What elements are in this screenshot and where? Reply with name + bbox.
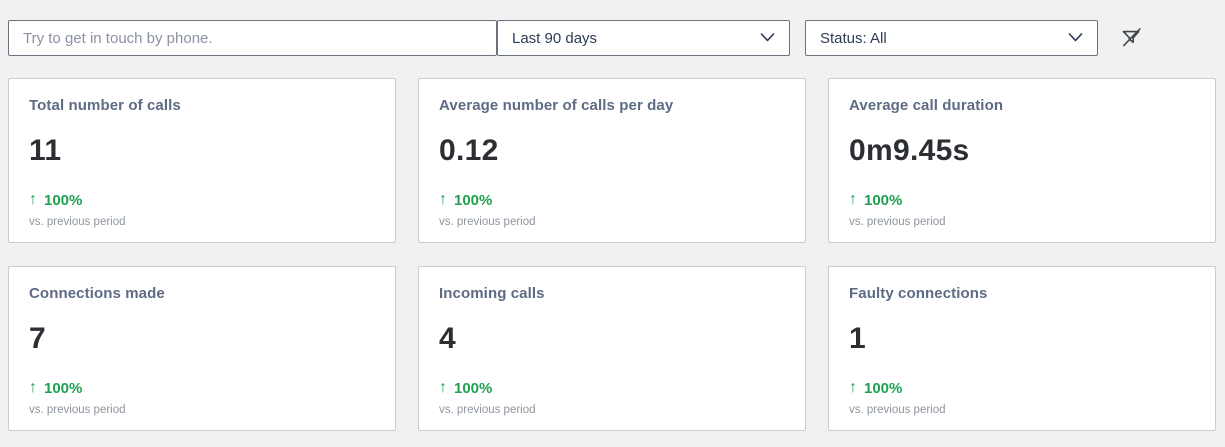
stat-change-value: 100% <box>864 191 903 209</box>
stat-value: 4 <box>439 322 456 355</box>
stat-value: 0.12 <box>439 134 499 167</box>
search-input[interactable] <box>8 20 497 56</box>
stat-change: ↑ 100% <box>849 191 1195 209</box>
stat-value: 0m9.45s <box>849 134 970 167</box>
up-arrow-icon: ↑ <box>849 191 857 208</box>
filter-toolbar: Last 90 days Status: All <box>8 20 1216 56</box>
status-value: Status: All <box>820 29 887 47</box>
stat-compare-label: vs. previous period <box>849 216 946 228</box>
stat-change: ↑ 100% <box>849 379 1195 397</box>
stats-grid: Total number of calls 11 ↑ 100% vs. prev… <box>8 78 1216 431</box>
stat-value: 1 <box>849 322 866 355</box>
stat-change: ↑ 100% <box>29 191 375 209</box>
stat-title: Average call duration <box>849 97 1004 114</box>
stat-title: Connections made <box>29 285 165 302</box>
filter-off-icon <box>1118 24 1144 53</box>
stat-change-value: 100% <box>44 379 83 397</box>
stat-card-total-calls: Total number of calls 11 ↑ 100% vs. prev… <box>8 78 396 243</box>
stat-card-avg-calls-per-day: Average number of calls per day 0.12 ↑ 1… <box>418 78 806 243</box>
stat-card-avg-call-duration: Average call duration 0m9.45s ↑ 100% vs.… <box>828 78 1216 243</box>
date-range-dropdown[interactable]: Last 90 days <box>497 20 790 56</box>
stat-compare-label: vs. previous period <box>439 404 536 416</box>
stat-change: ↑ 100% <box>439 379 785 397</box>
up-arrow-icon: ↑ <box>29 191 37 208</box>
stat-title: Faulty connections <box>849 285 988 302</box>
chevron-down-icon <box>760 29 775 47</box>
dashboard-page: Last 90 days Status: All <box>8 20 1216 431</box>
stat-change-value: 100% <box>44 191 83 209</box>
chevron-down-icon <box>1068 29 1083 47</box>
up-arrow-icon: ↑ <box>849 379 857 396</box>
stat-change-value: 100% <box>454 379 493 397</box>
stat-compare-label: vs. previous period <box>849 404 946 416</box>
stat-value: 11 <box>29 134 62 167</box>
stat-change-value: 100% <box>864 379 903 397</box>
stat-change: ↑ 100% <box>439 191 785 209</box>
stat-compare-label: vs. previous period <box>29 404 126 416</box>
up-arrow-icon: ↑ <box>439 379 447 396</box>
clear-filters-button[interactable] <box>1115 22 1147 54</box>
status-dropdown[interactable]: Status: All <box>805 20 1098 56</box>
stat-card-incoming-calls: Incoming calls 4 ↑ 100% vs. previous per… <box>418 266 806 431</box>
date-range-value: Last 90 days <box>512 29 598 47</box>
up-arrow-icon: ↑ <box>439 191 447 208</box>
stat-card-faulty-connections: Faulty connections 1 ↑ 100% vs. previous… <box>828 266 1216 431</box>
stat-card-connections-made: Connections made 7 ↑ 100% vs. previous p… <box>8 266 396 431</box>
stat-title: Total number of calls <box>29 97 181 114</box>
stat-change: ↑ 100% <box>29 379 375 397</box>
stat-title: Incoming calls <box>439 285 545 302</box>
stat-title: Average number of calls per day <box>439 97 674 114</box>
stat-value: 7 <box>29 322 46 355</box>
up-arrow-icon: ↑ <box>29 379 37 396</box>
stat-change-value: 100% <box>454 191 493 209</box>
stat-compare-label: vs. previous period <box>439 216 536 228</box>
stat-compare-label: vs. previous period <box>29 216 126 228</box>
